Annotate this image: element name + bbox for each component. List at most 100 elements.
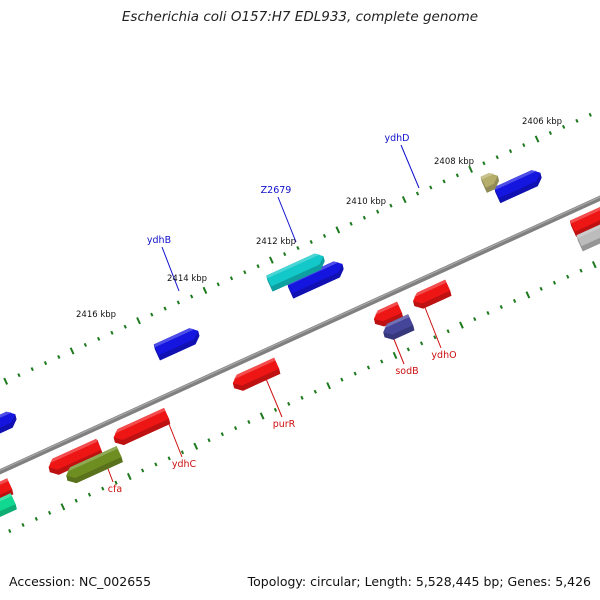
reverse-tick-mark xyxy=(60,503,66,511)
reverse-tick-mark xyxy=(499,304,503,310)
forward-tick-mark xyxy=(401,195,407,204)
feature-gloss xyxy=(266,253,320,279)
feature-gloss xyxy=(233,357,276,380)
feature-side xyxy=(499,181,538,204)
forward-tick-mark xyxy=(43,361,48,366)
forward-tick-mark xyxy=(176,300,181,305)
forward-tick-mark xyxy=(522,143,526,148)
forward-tick-mark xyxy=(256,264,260,269)
feature-side xyxy=(581,237,600,252)
feature-side xyxy=(271,264,321,292)
gene-feature-ydhO xyxy=(413,279,452,309)
gene-label-cfa: cfa xyxy=(108,484,122,495)
feature-side xyxy=(153,344,160,361)
forward-tick-mark xyxy=(136,317,141,325)
map-title: Escherichia coli O157:H7 EDL933, complet… xyxy=(121,9,479,25)
reverse-tick-mark xyxy=(140,468,145,473)
feature-side xyxy=(0,504,17,517)
forward-tick-mark xyxy=(508,149,513,154)
scale-labels: 2406 kbp 2408 kbp 2410 kbp 2412 kbp 2414 kbp… xyxy=(76,117,562,320)
reverse-tick-mark xyxy=(340,377,344,382)
gene-feature-red-left xyxy=(48,438,103,475)
gene-features xyxy=(0,170,600,517)
feature-gloss xyxy=(375,301,399,316)
genome-backbone xyxy=(0,195,600,475)
feature-side xyxy=(122,418,171,445)
gene-label-purr: purR xyxy=(273,419,296,430)
backbone-highlight xyxy=(0,196,600,472)
reverse-tick-mark xyxy=(392,351,398,360)
forward-tick-mark xyxy=(415,191,420,196)
forward-tick-mark xyxy=(349,221,353,226)
feature-side xyxy=(158,339,196,361)
reverse-tick-mark xyxy=(552,280,557,285)
feature-side xyxy=(422,290,452,309)
feature-gloss xyxy=(153,328,195,348)
forward-tick-mark xyxy=(335,226,341,234)
feature-side xyxy=(319,256,325,270)
feature-side xyxy=(338,264,344,278)
feature-side xyxy=(576,235,583,252)
forward-tick-mark xyxy=(229,276,234,281)
reverse-tick-mark xyxy=(74,498,78,503)
reverse-tick-mark xyxy=(220,432,224,437)
gene-label-sodb: sodB xyxy=(395,366,418,377)
accession-label: Accession: NC_002655 xyxy=(9,574,152,589)
gene-feature-grey-right xyxy=(576,224,600,252)
reverse-tick-mark xyxy=(47,510,52,515)
feature-side xyxy=(287,282,294,299)
gene-feature-slate xyxy=(383,314,415,340)
forward-tick-mark xyxy=(17,373,21,378)
forward-tick-mark xyxy=(482,161,486,166)
gene-feature-khaki xyxy=(480,173,499,193)
forward-tick-mark xyxy=(30,367,34,372)
scale-label: 2408 kbp xyxy=(434,157,474,167)
gene-label-ydhc: ydhC xyxy=(172,459,197,470)
scale-label: 2414 kbp xyxy=(167,274,207,284)
reverse-tick-mark xyxy=(366,365,371,370)
feature-face xyxy=(374,301,402,322)
leader-line xyxy=(263,373,283,418)
reverse-tick-mark xyxy=(512,298,517,303)
reverse-tick-mark xyxy=(273,407,278,412)
gene-feature-red-edge xyxy=(0,478,14,501)
reverse-tick-mark xyxy=(259,412,265,420)
forward-tick-mark xyxy=(376,209,380,214)
feature-gloss xyxy=(287,261,339,286)
feature-face xyxy=(48,438,102,470)
forward-tick-mark xyxy=(362,215,367,220)
forward-tick-mark xyxy=(442,179,446,184)
genome-summary: Topology: circular; Length: 5,528,445 bp… xyxy=(247,574,591,589)
feature-gloss xyxy=(0,478,9,485)
forward-tick-mark xyxy=(83,342,88,347)
feature-face xyxy=(232,357,280,386)
scale-ticks xyxy=(3,112,597,534)
feature-gloss xyxy=(49,438,98,464)
forward-tick-mark xyxy=(243,270,247,275)
feature-side xyxy=(194,330,200,345)
gene-feature-cfa xyxy=(66,446,123,484)
feature-gloss xyxy=(494,170,537,190)
forward-tick-mark xyxy=(97,336,101,341)
reverse-tick-mark xyxy=(193,442,199,450)
backbone-line xyxy=(0,195,600,475)
forward-tick-mark xyxy=(455,173,460,178)
reverse-tick-mark xyxy=(486,311,490,316)
reverse-tick-mark xyxy=(300,395,304,400)
leader-line xyxy=(277,196,297,243)
reverse-tick-mark xyxy=(167,456,171,461)
forward-tick-mark xyxy=(562,124,566,129)
forward-tick-mark xyxy=(296,246,300,251)
reverse-tick-mark xyxy=(591,261,597,269)
gene-feature-spring-edge xyxy=(0,493,17,517)
reverse-tick-mark xyxy=(154,462,158,467)
forward-tick-mark xyxy=(389,203,393,208)
feature-side xyxy=(569,220,577,237)
feature-gloss xyxy=(67,446,118,472)
reverse-tick-mark xyxy=(419,341,424,346)
feature-side xyxy=(75,457,123,484)
forward-tick-mark xyxy=(216,282,220,287)
gene-feature-purR xyxy=(232,357,281,391)
forward-tick-mark xyxy=(588,112,592,117)
feature-face xyxy=(266,253,324,287)
